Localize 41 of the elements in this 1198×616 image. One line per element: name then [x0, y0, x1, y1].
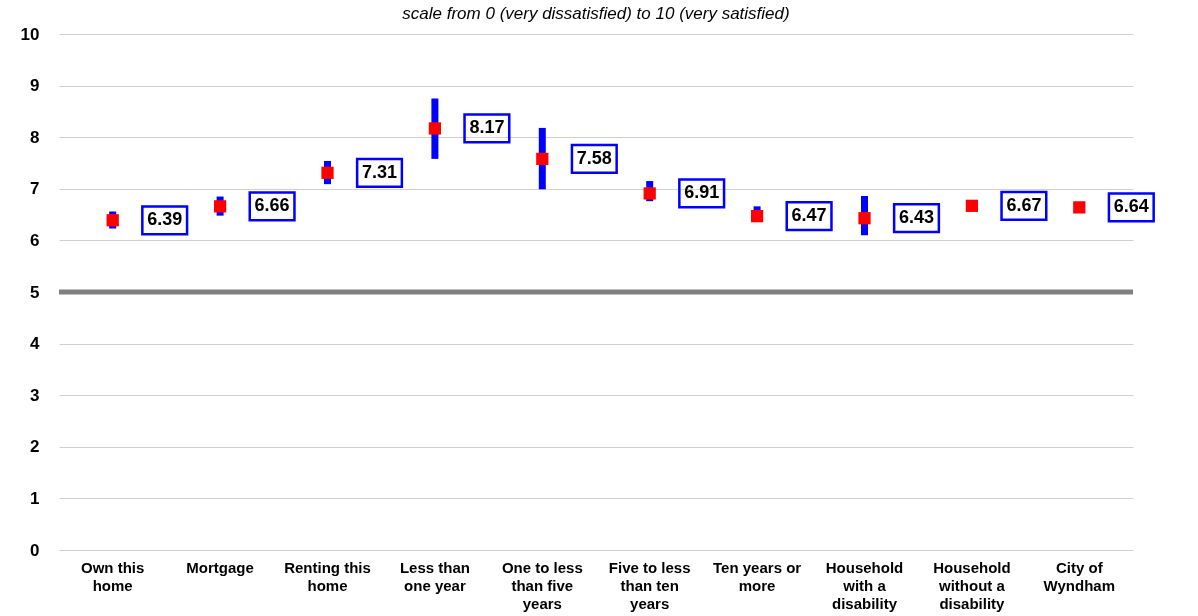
point [1073, 201, 1086, 214]
x-tick-label: Own this home [81, 558, 145, 594]
point [213, 200, 227, 213]
y-tick-label: 4 [30, 334, 41, 354]
x-tick-label: Household without a disability [933, 558, 1011, 612]
x-tick-label: Mortgage [186, 558, 254, 576]
y-tick-label: 0 [30, 540, 40, 560]
x-tick-label: One to less than five years [501, 558, 583, 612]
x-tick-label: Less than one year [399, 558, 470, 594]
x-tick-label: Five to less than ten years [608, 558, 691, 612]
data-label: 6.39 [147, 209, 183, 230]
y-tick-label: 8 [30, 127, 40, 147]
data-label: 7.31 [361, 161, 398, 182]
chart-subtitle: scale from 0 (very dissatisfied) to 10 (very satisfied) [402, 4, 790, 23]
y-tick-label: 9 [30, 76, 40, 96]
x-tick-label: City of Wyndham [1043, 558, 1115, 594]
y-tick-label: 1 [30, 488, 40, 508]
y-tick-label: 10 [20, 24, 40, 44]
data-label: 8.17 [469, 117, 505, 138]
point [536, 152, 549, 165]
data-label: 7.58 [576, 147, 612, 168]
data-label: 6.67 [1006, 194, 1042, 215]
data-label: 6.64 [1113, 196, 1149, 217]
data-label: 6.47 [791, 205, 827, 226]
point [750, 210, 764, 223]
data-label: 6.91 [684, 182, 720, 203]
y-tick-label: 2 [30, 437, 40, 457]
data-label: 6.66 [254, 195, 290, 216]
point [965, 199, 979, 212]
x-tick-label: Household with a disability [825, 558, 904, 612]
x-tick-label: Renting this home [284, 558, 371, 594]
y-tick-label: 7 [30, 179, 40, 199]
point [858, 212, 871, 225]
point [428, 122, 442, 135]
point [643, 187, 656, 200]
data-label: 6.43 [898, 207, 935, 228]
y-tick-label: 5 [30, 282, 40, 302]
y-tick-label: 3 [30, 385, 40, 405]
y-tick-label: 6 [30, 230, 40, 250]
point [321, 166, 334, 179]
x-tick-label: Ten years or more [713, 558, 802, 594]
